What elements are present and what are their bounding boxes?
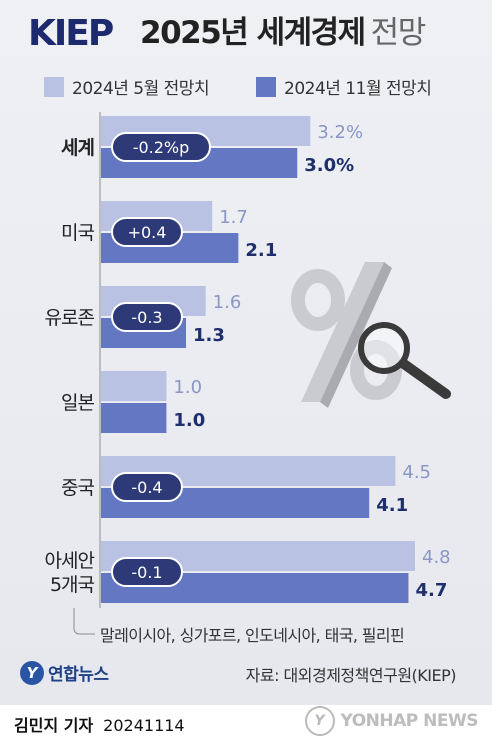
value-label-may-1: 1.7	[219, 207, 248, 228]
change-pill-4	[111, 472, 183, 502]
category-label-1: 미국	[61, 222, 94, 244]
magnifier-icon	[358, 322, 451, 399]
category-label-0: 세계	[61, 137, 94, 159]
legend-item-may: 2024년 5월 전망치	[44, 74, 210, 99]
value-label-nov-3: 1.0	[173, 410, 205, 431]
value-label-may-3: 1.0	[173, 377, 202, 398]
change-label-5: -0.1	[131, 563, 162, 582]
yonhap-brand-text: 연합뉴스	[48, 665, 109, 685]
change-pill-1	[111, 217, 183, 247]
title-light: 전망	[370, 15, 427, 51]
legend-label-nov: 2024년 11월 전망치	[284, 79, 432, 99]
category-label-5: 아세안 5개국	[45, 550, 95, 596]
value-label-may-2: 1.6	[213, 292, 242, 313]
header: KIEP 2025년 세계경제 전망 2024년 5월 전망치 2024년 11월…	[0, 0, 492, 110]
bar-chart: 3.2% 3.0% 세계 -0.2%p 1.7 2.1 미국 +0.4 1.6 1.3 유로존 -0.…	[45, 112, 451, 635]
change-pill-2	[111, 302, 183, 332]
value-label-may-0: 3.2%	[317, 122, 363, 143]
bar-nov-3	[101, 403, 167, 433]
legend-swatch-nov	[256, 76, 276, 97]
legend-label-may: 2024년 5월 전망치	[72, 79, 210, 99]
yonhap-mark-icon: Y	[20, 660, 44, 685]
change-label-4: -0.4	[131, 478, 162, 497]
value-label-nov-5: 4.7	[415, 580, 447, 601]
legend-item-nov: 2024년 11월 전망치	[256, 74, 432, 99]
value-label-may-5: 4.8	[422, 547, 451, 568]
yonhap-watermark: Y YONHAP NEWS	[304, 706, 479, 736]
change-label-1: +0.4	[128, 223, 167, 242]
legend-swatch-may	[44, 76, 64, 97]
value-label-may-4: 4.5	[402, 462, 431, 483]
footnote-bracket	[73, 608, 95, 635]
value-label-nov-2: 1.3	[193, 325, 225, 346]
watermark-mark-icon: Y	[304, 706, 335, 736]
yonhap-logo: Y 연합뉴스	[20, 660, 109, 685]
publish-date: 20241114	[103, 716, 185, 735]
change-pill-0	[111, 132, 211, 162]
category-label-3: 일본	[61, 392, 94, 414]
source-note: 자료: 대외경제정책연구원(KIEP)	[245, 666, 457, 685]
change-label-2: -0.3	[131, 308, 162, 327]
category-label-2: 유로존	[45, 307, 95, 329]
byline: 김민지 기자 20241114	[14, 712, 185, 736]
percent-magnifier-illustration	[291, 262, 451, 408]
footnote: 말레이시아, 싱가포르, 인도네시아, 태국, 필리핀	[100, 626, 405, 645]
watermark-text: YONHAP NEWS	[340, 711, 479, 731]
category-label-4: 중국	[61, 477, 94, 499]
value-label-nov-4: 4.1	[376, 495, 408, 516]
value-label-nov-1: 2.1	[245, 240, 277, 261]
page-title: 2025년 세계경제 전망	[140, 15, 427, 51]
title-main: 2025년 세계경제	[140, 15, 366, 51]
kiep-logo: KIEP	[28, 13, 114, 54]
value-label-nov-0: 3.0%	[304, 155, 354, 176]
change-label-0: -0.2%p	[133, 138, 190, 157]
bar-may-3	[101, 371, 167, 401]
change-pill-5	[111, 557, 183, 587]
reporter-name: 김민지 기자	[14, 716, 94, 735]
